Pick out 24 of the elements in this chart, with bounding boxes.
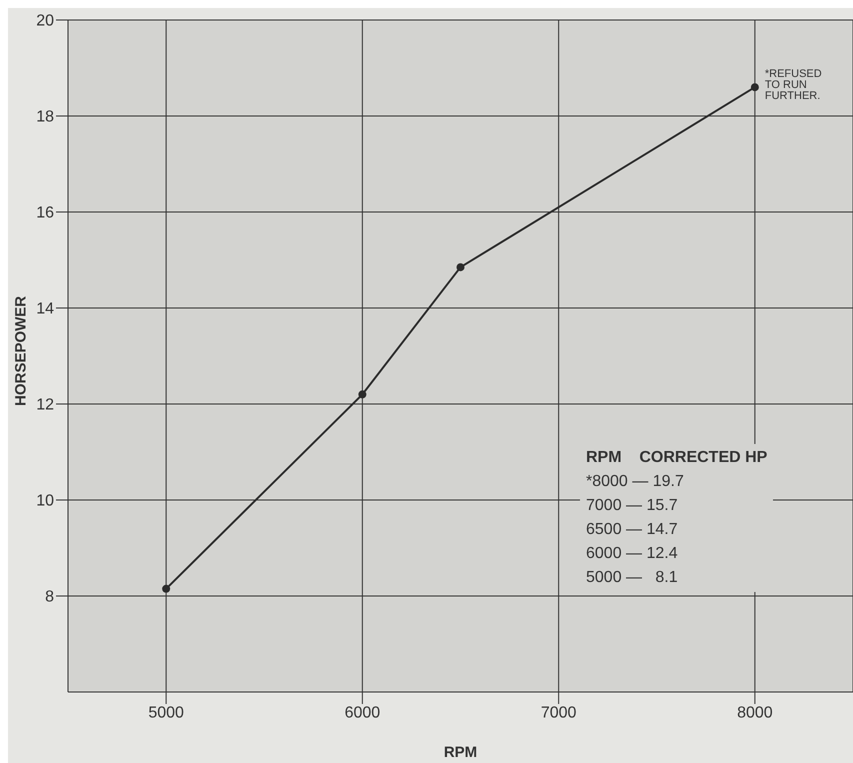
annotation: RPM CORRECTED HP [586,448,768,468]
point [358,390,366,398]
x-tick-label: 8000 [737,704,773,722]
annotation: 7000 — 15.7 [586,496,679,516]
x-tick-label: 7000 [540,704,577,722]
x-tick-label: 6000 [344,704,380,722]
annotation: 6000 — 12.4 [586,544,679,564]
y-tick-label: 14 [36,300,54,318]
x-tick-label: 5000 [148,704,184,722]
y-tick-label: 18 [36,108,54,126]
annotation: *8000 — 19.7 [586,472,685,492]
y-tick-label: 10 [36,492,54,510]
point [162,584,170,593]
y-tick-label: 20 [36,12,54,30]
point [456,263,464,272]
y-tick-label: 16 [36,204,54,222]
annotation: 6500 — 14.7 [586,520,679,540]
x-axis-title: RPM [444,744,478,761]
y-axis-title: HORSEPOWER [12,296,30,406]
annotation: *REFUSED TO RUN FURTHER. [764,68,822,102]
point [750,83,759,92]
y-tick-label: 8 [45,588,54,606]
annotation: 5000 — 8.1 [586,568,679,588]
y-tick-label: 12 [36,396,54,414]
